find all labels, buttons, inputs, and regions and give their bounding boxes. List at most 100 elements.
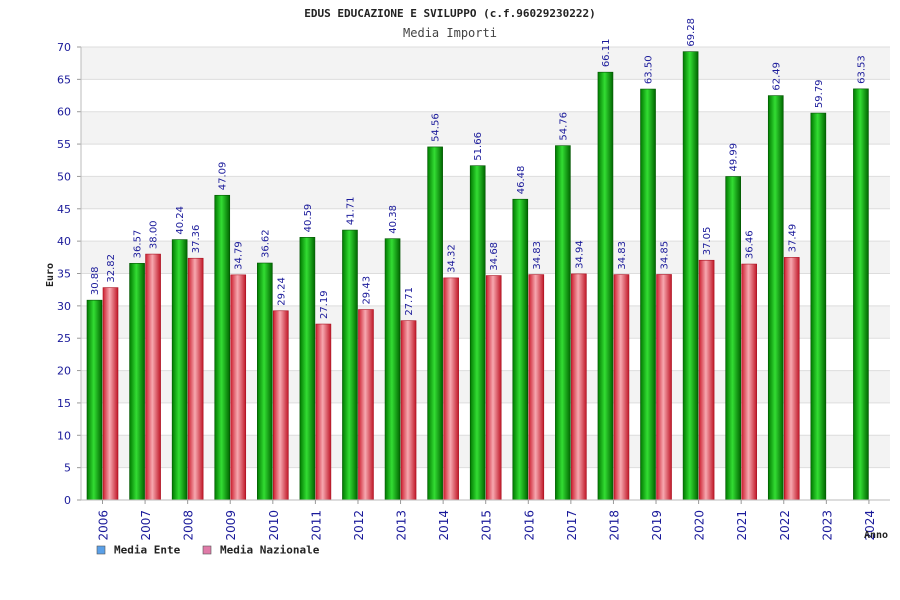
data-label: 54.56: [431, 113, 442, 142]
bar-ente-2014: [427, 146, 443, 501]
bar-ente-2017: [555, 145, 571, 501]
x-tick-label: 2008: [182, 510, 196, 541]
x-tick-label: 2013: [395, 510, 409, 541]
y-axis-label: Euro: [45, 263, 56, 287]
data-labels: 30.88 32.82 36.57 38.00 40.24 37.36 47.09 34.79…: [90, 18, 867, 319]
bar-ente-2011: [299, 237, 316, 501]
bar-ente-2007: [129, 263, 145, 501]
x-tick-label: 2024: [863, 510, 877, 541]
x-tick-label: 2019: [650, 510, 664, 541]
x-tick-label: 2023: [820, 510, 834, 541]
legend: Media Ente Media Nazionale: [96, 544, 320, 557]
data-label: 66.11: [601, 39, 612, 68]
bar-ente-2023: [810, 112, 827, 501]
data-label: 49.99: [729, 143, 740, 172]
bar-nazionale-2020: [698, 259, 715, 501]
data-label: 29.24: [276, 277, 287, 306]
data-label: 40.59: [303, 204, 314, 233]
data-label: 27.19: [319, 290, 330, 319]
x-tick-label: 2010: [267, 510, 281, 541]
y-tick-label: 10: [57, 429, 71, 442]
chart-title: EDUS EDUCAZIONE E SVILUPPO (c.f.96029230…: [304, 7, 595, 20]
x-tick-label: 2020: [693, 510, 707, 541]
bar-nazionale-2019: [656, 274, 672, 501]
data-label: 34.32: [447, 244, 458, 273]
bar-nazionale-2022: [783, 257, 800, 501]
data-label: 62.49: [771, 62, 782, 91]
y-tick-label: 15: [57, 397, 71, 410]
grid-band: [81, 47, 890, 80]
y-tick-label: 30: [57, 300, 71, 313]
data-label: 37.36: [191, 225, 202, 254]
bar-ente-2020: [682, 51, 699, 501]
chart-subtitle: Media Importi: [403, 26, 497, 40]
bar-nazionale-2010: [273, 310, 289, 501]
y-tick-label: 65: [57, 73, 71, 86]
y-tick-label: 35: [57, 268, 71, 281]
data-label: 34.83: [617, 241, 628, 270]
y-tick-label: 70: [57, 41, 71, 54]
bar-nazionale-2007: [145, 253, 161, 501]
bar-nazionale-2016: [528, 274, 545, 501]
data-label: 63.50: [644, 55, 655, 84]
bar-ente-2019: [640, 88, 656, 501]
bar-nazionale-2009: [230, 274, 247, 501]
y-tick-label: 25: [57, 332, 71, 345]
bar-nazionale-2013: [400, 320, 417, 501]
data-label: 69.28: [686, 18, 697, 47]
data-label: 27.71: [404, 287, 415, 316]
x-tick-label: 2009: [224, 510, 238, 541]
data-label: 36.57: [133, 230, 144, 259]
y-tick-label: 0: [64, 494, 71, 507]
y-tick-label: 45: [57, 203, 71, 216]
bar-ente-2024: [853, 88, 869, 501]
y-axis: 0 5 10 15 20 25 30 35 40 45 50 55 60 65 70: [57, 41, 82, 507]
x-tick-label: 2007: [139, 510, 153, 541]
bar-ente-2008: [171, 239, 188, 501]
x-tick-label: 2012: [352, 510, 366, 541]
data-label: 37.05: [702, 227, 713, 256]
x-tick-label: 2018: [607, 510, 621, 541]
bar-ente-2009: [214, 194, 231, 501]
grid-band: [81, 111, 890, 145]
bar-nazionale-2021: [741, 263, 757, 501]
bar-nazionale-2008: [187, 257, 204, 501]
bar-ente-2006: [86, 299, 103, 501]
bar-nazionale-2014: [443, 277, 459, 501]
legend-swatch: [202, 545, 212, 555]
x-tick-label: 2014: [437, 510, 451, 541]
x-tick-label: 2011: [309, 510, 323, 541]
data-label: 59.79: [814, 79, 825, 108]
x-tick-label: 2017: [565, 510, 579, 541]
data-label: 32.82: [106, 254, 117, 283]
x-tick-label: 2006: [97, 510, 111, 541]
y-tick-label: 40: [57, 235, 71, 248]
data-label: 34.68: [489, 242, 500, 271]
x-axis: 2006 2007 2008 2009 2010 2011 2012 2013 2014 2015…: [81, 499, 890, 541]
data-label: 41.71: [345, 196, 356, 225]
data-label: 34.85: [660, 241, 671, 270]
data-label: 63.53: [856, 55, 867, 84]
x-tick-label: 2021: [735, 510, 749, 541]
legend-label: Media Ente: [114, 544, 181, 557]
bar-ente-2018: [597, 71, 614, 501]
data-label: 40.38: [388, 205, 399, 234]
bar-ente-2016: [512, 198, 529, 501]
data-label: 37.49: [787, 224, 798, 253]
y-tick-label: 55: [57, 138, 71, 151]
y-tick-label: 20: [57, 365, 71, 378]
x-tick-label: 2015: [480, 510, 494, 541]
data-label: 54.76: [558, 112, 569, 141]
bar-nazionale-2018: [613, 274, 630, 501]
data-label: 34.94: [574, 240, 585, 269]
data-label: 29.43: [361, 276, 372, 305]
legend-swatch: [96, 545, 106, 555]
data-label: 36.46: [745, 230, 756, 259]
bar-nazionale-2011: [315, 323, 332, 501]
x-axis-label: Anno: [864, 530, 888, 541]
bar-ente-2010: [257, 262, 273, 501]
x-tick-label: 2016: [522, 510, 536, 541]
bar-ente-2021: [725, 176, 741, 501]
bar-ente-2012: [342, 229, 358, 501]
bar-nazionale-2017: [571, 273, 587, 501]
